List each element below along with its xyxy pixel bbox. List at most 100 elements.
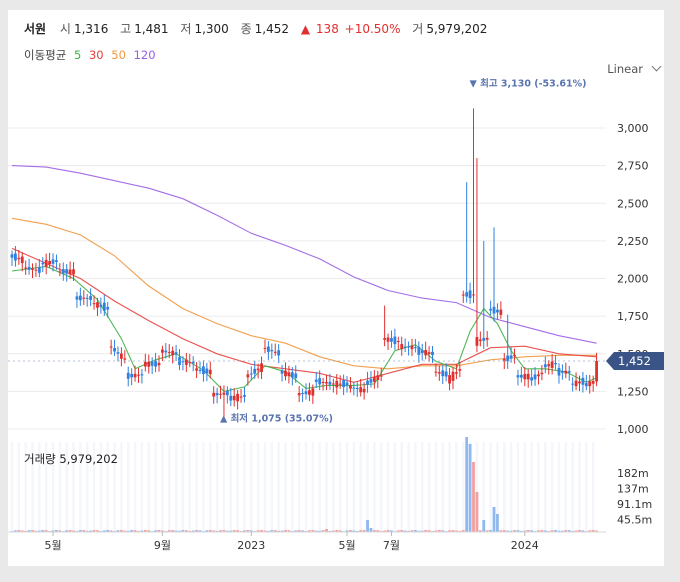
candle-body xyxy=(17,257,21,260)
volume-grid-stripe xyxy=(174,442,178,532)
volume-bar xyxy=(31,530,34,532)
candle-body xyxy=(516,375,520,378)
volume-bar xyxy=(526,530,530,532)
volume-grid-stripe xyxy=(496,442,499,532)
volume-bar xyxy=(434,530,438,532)
candle-body xyxy=(202,366,205,375)
volume-bar xyxy=(161,530,164,532)
high-value: 1,481 xyxy=(134,22,169,36)
volume-grid-stripe xyxy=(434,442,438,532)
time-axis: 5월 9월 2023 5월 7월 2024 xyxy=(44,532,539,552)
candle-body xyxy=(311,388,315,396)
volume-bar xyxy=(287,530,291,532)
candle-body xyxy=(492,306,496,314)
volume-grid-stripe xyxy=(537,442,540,532)
volume-bar xyxy=(58,530,62,532)
volume-bar xyxy=(181,530,185,532)
candle-body xyxy=(68,269,72,274)
candle-body xyxy=(126,372,130,379)
volume-tick-label: 182m xyxy=(617,467,649,480)
volume-bar xyxy=(75,530,79,532)
volume-bar xyxy=(352,530,356,532)
change-value: 138 xyxy=(315,22,339,36)
candle-body xyxy=(72,269,75,275)
volume-bar xyxy=(55,530,58,532)
volume-bar xyxy=(184,530,188,532)
candle-body xyxy=(96,302,99,308)
volume-bar xyxy=(68,530,72,532)
candle-body xyxy=(308,390,311,395)
price-tick-label: 1,750 xyxy=(617,310,649,323)
volume-bar xyxy=(564,530,568,532)
candle-body xyxy=(198,369,202,371)
candle-body xyxy=(571,383,575,385)
candle-body xyxy=(478,339,482,342)
high-annotation: ▼ 최고 3,130 (-53.61%) xyxy=(470,77,587,89)
candle-body xyxy=(550,361,554,368)
volume-bar xyxy=(212,530,216,532)
volume-bar xyxy=(458,530,462,532)
volume-grid-stripe xyxy=(243,442,246,532)
volume-bar xyxy=(273,530,277,532)
candle-body xyxy=(191,361,195,364)
volume-bar xyxy=(420,530,424,532)
volume-bar xyxy=(256,530,260,532)
candle-body xyxy=(277,350,281,356)
candle-body xyxy=(441,370,445,377)
volume-grid-stripe xyxy=(10,442,14,532)
volume-bar xyxy=(20,530,24,532)
volume-bar xyxy=(301,530,304,532)
candle-body xyxy=(150,361,154,366)
volume-bar xyxy=(51,530,55,532)
volume-grid-stripe xyxy=(99,442,103,532)
price-tick-label: 2,750 xyxy=(617,160,649,173)
candle-body xyxy=(543,364,547,368)
volume-bar xyxy=(119,530,123,532)
volume-bar xyxy=(595,530,598,532)
low-annotation: ▲ 최저 1,075 (35.07%) xyxy=(220,413,333,425)
volume-grid-stripe xyxy=(557,442,561,532)
candle-body xyxy=(130,373,134,378)
candle-body xyxy=(434,371,438,373)
volume-bar xyxy=(284,530,287,532)
volume-grid-stripe xyxy=(133,442,137,532)
volume-bar xyxy=(171,530,175,532)
volume-grid-stripe xyxy=(311,442,315,532)
volume-bar xyxy=(502,530,506,532)
volume-grid-stripe xyxy=(229,442,232,532)
volume-bar xyxy=(225,530,229,532)
volume-tick-label: 45.5m xyxy=(617,514,652,527)
close-label: 종 xyxy=(240,22,252,36)
volume-bar xyxy=(588,530,592,532)
ma50-label: 50 xyxy=(111,48,126,62)
volume-bar xyxy=(465,437,469,532)
candle-body xyxy=(229,395,233,401)
volume-bar xyxy=(331,530,335,532)
volume-bar xyxy=(554,530,557,532)
candle-body xyxy=(468,290,472,299)
stock-chart[interactable]: 3,0002,7502,5002,2502,0001,7501,5001,250… xyxy=(8,10,664,566)
volume-bar xyxy=(41,530,45,532)
volume-grid-stripe xyxy=(297,442,301,532)
volume-bar xyxy=(407,530,410,532)
candle-body xyxy=(174,352,178,355)
volume-grid-stripe xyxy=(441,442,444,532)
time-tick-label: 2024 xyxy=(511,539,539,552)
volume-grid-stripe xyxy=(503,442,506,532)
candle-body xyxy=(297,393,301,396)
candle-body xyxy=(260,363,263,372)
volume-grid-stripe xyxy=(236,442,239,532)
candle-body xyxy=(574,380,578,387)
volume-grid-stripe xyxy=(421,442,424,532)
time-tick-label: 9월 xyxy=(154,539,171,552)
candle-body xyxy=(325,382,328,384)
scale-selector[interactable]: Linear xyxy=(607,61,662,76)
volume-bar xyxy=(215,530,219,532)
volume-grid-stripe xyxy=(195,442,198,532)
volume-gridlines xyxy=(10,442,595,532)
volume-grid-stripe xyxy=(181,442,185,532)
candle-body xyxy=(372,377,376,382)
volume-bar xyxy=(537,530,540,532)
volume-bar xyxy=(106,530,110,532)
candle-body xyxy=(581,377,585,385)
